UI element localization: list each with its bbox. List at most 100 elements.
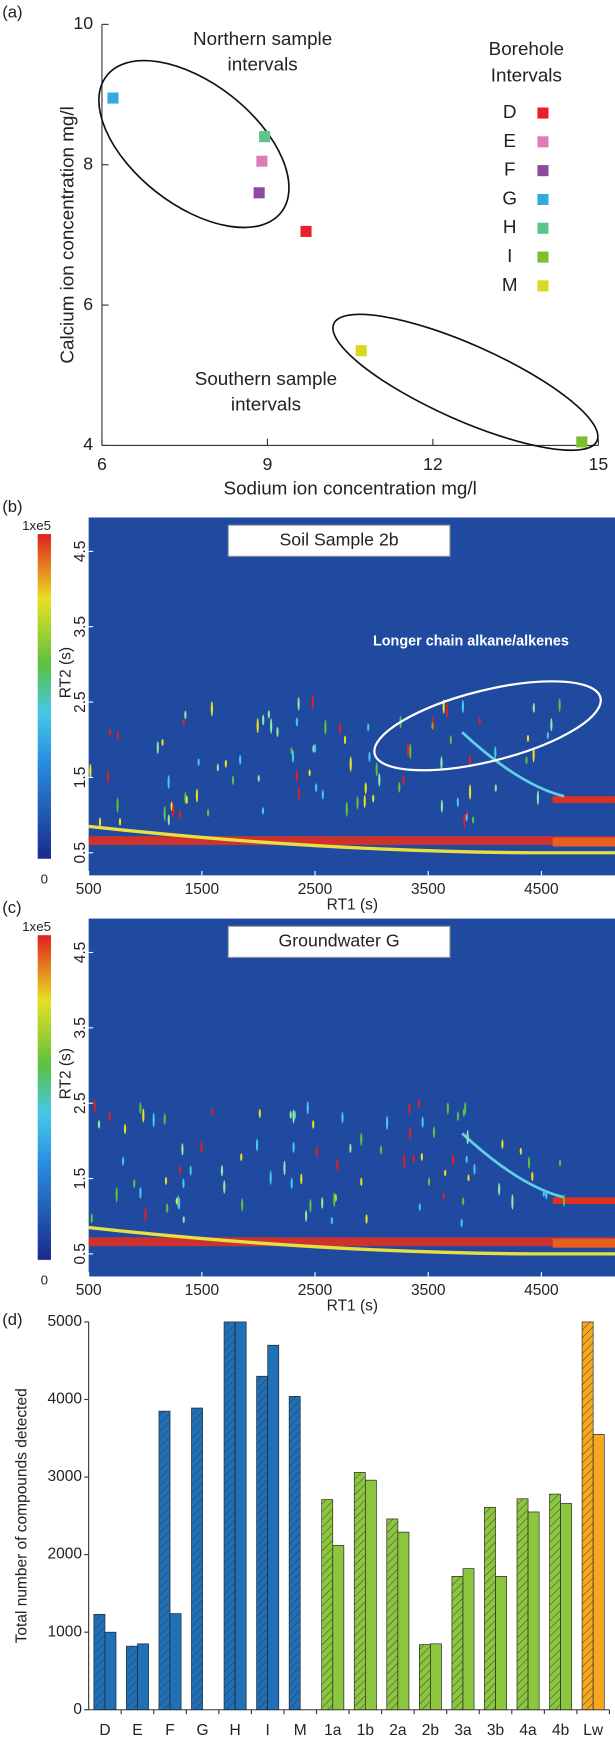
spot — [206, 808, 210, 817]
spot — [297, 786, 300, 801]
bar — [527, 1511, 540, 1711]
heatmap-bg — [88, 918, 615, 1277]
spot — [163, 1113, 166, 1125]
y-tick-label: 4 — [83, 434, 93, 454]
band — [552, 1238, 615, 1248]
band — [461, 731, 565, 798]
spot — [360, 1132, 363, 1146]
spot — [184, 710, 187, 720]
northern-ellipse — [98, 59, 290, 229]
legend-swatch — [537, 280, 549, 292]
x-tick-label: Lw — [583, 1722, 604, 1738]
x-tick-label: I — [266, 1722, 270, 1738]
hatch — [582, 1321, 594, 1710]
legend-swatch — [537, 222, 549, 234]
x-tick-label: 12 — [423, 454, 443, 474]
spot — [98, 817, 102, 827]
spot — [297, 697, 300, 711]
spot — [324, 719, 327, 735]
bar — [430, 1643, 442, 1711]
bar — [267, 1344, 280, 1711]
y-tick-label: 4.5 — [72, 942, 89, 964]
spot — [409, 743, 412, 759]
spot — [532, 702, 535, 713]
spot — [106, 769, 110, 784]
spot — [121, 1156, 125, 1166]
bar — [169, 1613, 182, 1711]
x-tick-label: 4500 — [524, 881, 559, 898]
y-axis-label: Total number of compounds detected — [13, 1388, 30, 1643]
spot — [466, 1129, 469, 1145]
spot — [498, 1182, 501, 1196]
spot — [468, 784, 472, 800]
spot — [527, 1156, 531, 1169]
hatch — [484, 1507, 496, 1710]
hatch — [126, 1646, 138, 1710]
spot — [321, 789, 324, 800]
spot — [461, 700, 465, 714]
y-tick-label: 3000 — [48, 1468, 83, 1485]
panel-label: (c) — [2, 898, 21, 917]
band — [461, 1132, 565, 1199]
point — [259, 131, 271, 143]
x-tick-label: 1a — [324, 1722, 342, 1738]
title-box — [227, 524, 451, 557]
spot — [412, 1154, 415, 1163]
spot — [185, 795, 188, 804]
legend-label: E — [503, 130, 516, 151]
x-tick-label: 500 — [76, 1282, 102, 1299]
x-tick-label: 2500 — [298, 881, 333, 898]
bar — [137, 1643, 149, 1711]
y-tick-label: 0 — [73, 1701, 82, 1718]
spot — [182, 1178, 185, 1189]
spot — [379, 1145, 383, 1155]
spot — [304, 1210, 308, 1222]
bar — [234, 1321, 247, 1711]
spot — [364, 782, 367, 795]
hatch — [549, 1494, 561, 1710]
spot — [558, 698, 561, 713]
spot — [546, 731, 549, 740]
spot — [181, 1143, 184, 1156]
point — [576, 436, 588, 448]
legend-label: I — [507, 245, 512, 266]
spot — [118, 817, 122, 826]
y-axis-label: RT2 (s) — [58, 647, 75, 698]
spot — [494, 784, 497, 792]
colorbar-label: 1xe5 — [22, 919, 51, 934]
spot — [178, 809, 182, 820]
hatch — [516, 1498, 529, 1710]
spot — [189, 1165, 192, 1176]
spot — [116, 797, 119, 813]
x-tick-label: 2a — [389, 1722, 407, 1738]
spot — [90, 1213, 93, 1224]
spot — [133, 1178, 136, 1188]
bar — [462, 1568, 475, 1711]
spot — [241, 1198, 244, 1212]
x-tick-label: 1500 — [185, 881, 220, 898]
spot — [195, 788, 199, 803]
spot — [418, 1098, 421, 1109]
title-box — [227, 925, 451, 958]
spot — [372, 794, 375, 803]
spot — [315, 1145, 318, 1158]
y-tick-label: 6 — [83, 294, 93, 314]
spot — [378, 773, 381, 787]
hatch — [386, 1518, 398, 1710]
spot — [456, 1111, 460, 1122]
y-tick-label: 1.5 — [72, 767, 89, 789]
spot — [525, 756, 528, 765]
spot — [456, 797, 459, 808]
spot — [462, 1197, 465, 1206]
hatch — [93, 1614, 105, 1710]
spot — [163, 805, 166, 822]
spot — [306, 1101, 309, 1115]
annotation: Southern sample — [195, 368, 337, 389]
spot — [164, 1176, 168, 1186]
legend-label: F — [504, 159, 516, 180]
spot — [231, 775, 235, 786]
spot — [471, 816, 475, 824]
hatch — [158, 1411, 171, 1710]
